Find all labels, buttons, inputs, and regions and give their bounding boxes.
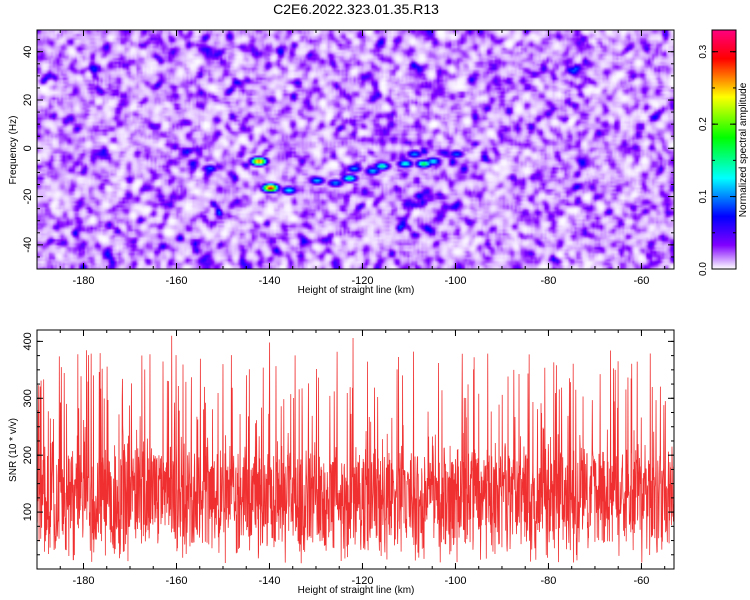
spectrogram-panel: -180 -160 -140 -120 -100 -80 -60 -40 -20 0 20 40 H… [8, 29, 675, 296]
spectrogram-x-axis-label: Height of straight line (km) [298, 285, 415, 296]
spectrogram-x-tick-label: -160 [165, 275, 187, 287]
snr-x-tick-label: -80 [541, 575, 557, 587]
snr-x-tick-label: -100 [444, 575, 466, 587]
colorbar: 0.0 0.1 0.2 0.3 Normalized spectral amplitu… [698, 29, 749, 276]
spectrogram-y-tick-label: 20 [22, 94, 34, 106]
colorbar-axis: 0.0 0.1 0.2 0.3 [698, 44, 736, 276]
colorbar-tick-label: 0.3 [698, 44, 709, 58]
spectrogram-y-tick-label: -20 [22, 189, 34, 205]
colorbar-tick-label: 0.2 [698, 117, 709, 131]
spectrogram-frame [36, 29, 675, 270]
snr-y-tick-label: 100 [22, 503, 34, 521]
spectrogram-y-tick-label: -40 [22, 237, 34, 253]
spectrogram-x-tick-label: -100 [444, 275, 466, 287]
colorbar-tick-label: 0.1 [698, 189, 709, 203]
snr-series-line [37, 335, 674, 564]
spectrogram-x-axis: -180 -160 -140 -120 -100 -80 -60 [36, 30, 666, 287]
snr-y-axis: 100 200 300 400 [22, 332, 674, 570]
spectrogram-y-axis-label: Frequency (Hz) [8, 116, 19, 185]
colorbar-gradient [711, 29, 737, 270]
snr-y-tick-label: 400 [22, 332, 34, 350]
colorbar-label: Normalized spectral amplitude [738, 82, 749, 217]
snr-y-tick-label: 200 [22, 446, 34, 464]
snr-x-tick-label: -180 [72, 575, 94, 587]
colorbar-tick-label: 0.0 [698, 262, 709, 276]
snr-panel: -180 -160 -140 -120 -100 -80 -60 100200300400 … [8, 329, 675, 596]
snr-x-tick-label: -60 [633, 575, 649, 587]
snr-x-axis-label: Height of straight line (km) [298, 585, 415, 596]
spectrogram-y-tick-label: 40 [22, 46, 34, 58]
figure-title: C2E6.2022.323.01.35.R13 [273, 1, 439, 17]
spectrogram-image [37, 30, 674, 269]
snr-frame [36, 329, 675, 570]
spectrogram-x-tick-label: -60 [633, 275, 649, 287]
spectrogram-y-tick-label: 0 [22, 145, 34, 151]
spectrogram-y-axis: -40 -20 0 20 40 [22, 39, 674, 270]
snr-x-axis: -180 -160 -140 -120 -100 -80 -60 [36, 330, 666, 587]
spectrogram-x-tick-label: -140 [258, 275, 280, 287]
snr-x-tick-label: -160 [165, 575, 187, 587]
spectrogram-x-tick-label: -120 [351, 275, 373, 287]
snr-x-tick-label: -140 [258, 575, 280, 587]
spectrogram-x-tick-label: -180 [72, 275, 94, 287]
snr-y-tick-label: 300 [22, 389, 34, 407]
spectrogram-x-tick-label: -80 [541, 275, 557, 287]
snr-x-tick-label: -120 [351, 575, 373, 587]
snr-y-axis-label: SNR (10 * v/v) [8, 418, 19, 482]
